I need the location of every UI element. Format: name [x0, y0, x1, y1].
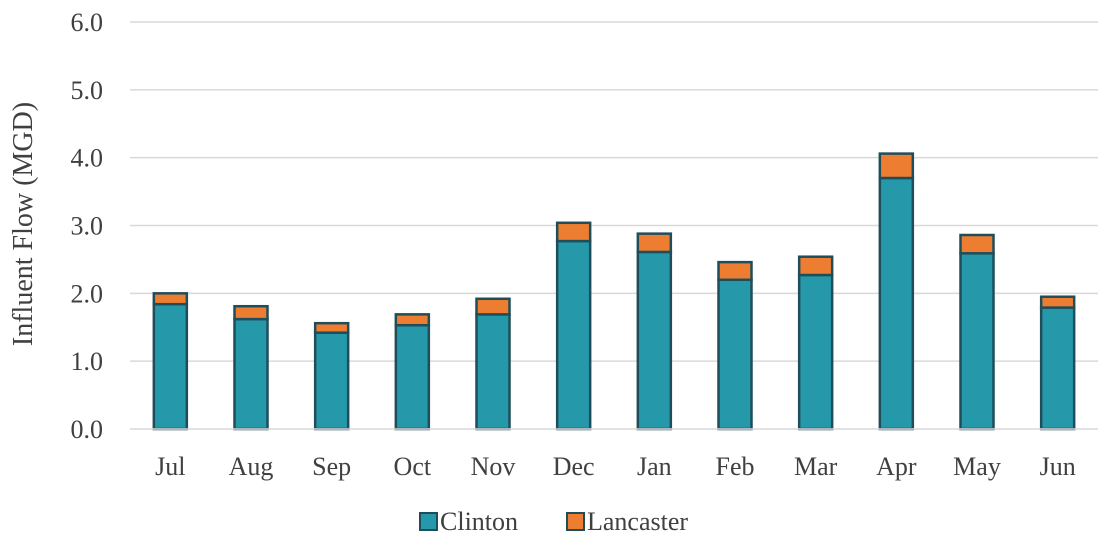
bar-clinton-nov: [475, 313, 511, 431]
x-tick-label: Oct: [394, 452, 432, 481]
y-tick-label: 4.0: [71, 144, 104, 173]
legend: Clinton Lancaster: [419, 507, 688, 536]
bar-clinton-aug: [233, 317, 269, 431]
x-tick-label: Apr: [876, 452, 917, 481]
y-tick-label: 0.0: [71, 415, 104, 444]
legend-swatch-clinton: [419, 512, 438, 531]
x-tick-label: Dec: [553, 452, 595, 481]
bar-lancaster-aug: [233, 304, 269, 321]
bar-lancaster-dec: [555, 221, 592, 243]
bar-lancaster-may: [959, 233, 995, 255]
bars: [152, 152, 1076, 431]
y-axis-title: Influent Flow (MGD): [8, 102, 39, 346]
bar-clinton-mar: [797, 273, 834, 431]
bar-lancaster-oct: [394, 313, 431, 327]
y-tick-label: 6.0: [71, 8, 104, 37]
bar-clinton-may: [959, 252, 995, 431]
bar-lancaster-jul: [152, 292, 189, 306]
bar-lancaster-sep: [313, 321, 350, 334]
x-tick-label: Jan: [637, 452, 672, 481]
bar-clinton-sep: [313, 331, 350, 431]
bar-lancaster-apr: [878, 152, 915, 180]
bar-lancaster-jan: [636, 232, 673, 254]
gridlines: [130, 21, 1098, 362]
axes: 0.0 1.0 2.0 3.0 4.0 5.0 6.0 Jul Aug Sep Oct Nov Dec J…: [71, 8, 1098, 481]
x-tick-label: Mar: [794, 452, 838, 481]
x-tick-label: Jul: [155, 452, 185, 481]
y-tick-label: 1.0: [71, 347, 104, 376]
legend-label-clinton: Clinton: [440, 507, 518, 536]
bar-clinton-oct: [394, 323, 431, 431]
bar-clinton-apr: [878, 176, 915, 431]
bar-lancaster-mar: [797, 255, 834, 277]
legend-label-lancaster: Lancaster: [587, 507, 688, 536]
legend-swatch-lancaster: [566, 512, 585, 531]
bar-lancaster-nov: [475, 297, 511, 316]
y-tick-label: 3.0: [71, 212, 104, 241]
bar-clinton-dec: [555, 239, 592, 431]
x-tick-label: Feb: [716, 452, 755, 481]
x-tick-label: May: [953, 452, 1001, 481]
bar-clinton-jun: [1039, 306, 1076, 431]
bar-clinton-jul: [152, 302, 189, 431]
y-tick-label: 5.0: [71, 76, 104, 105]
x-tick-label: Sep: [312, 452, 351, 481]
bar-clinton-feb: [717, 278, 753, 431]
y-tick-label: 2.0: [71, 279, 104, 308]
bar-lancaster-jun: [1039, 295, 1076, 309]
bar-clinton-jan: [636, 250, 673, 431]
bar-lancaster-feb: [717, 260, 753, 282]
x-tick-label: Nov: [471, 452, 516, 481]
x-tick-label: Jun: [1040, 452, 1076, 481]
x-tick-label: Aug: [229, 452, 274, 481]
